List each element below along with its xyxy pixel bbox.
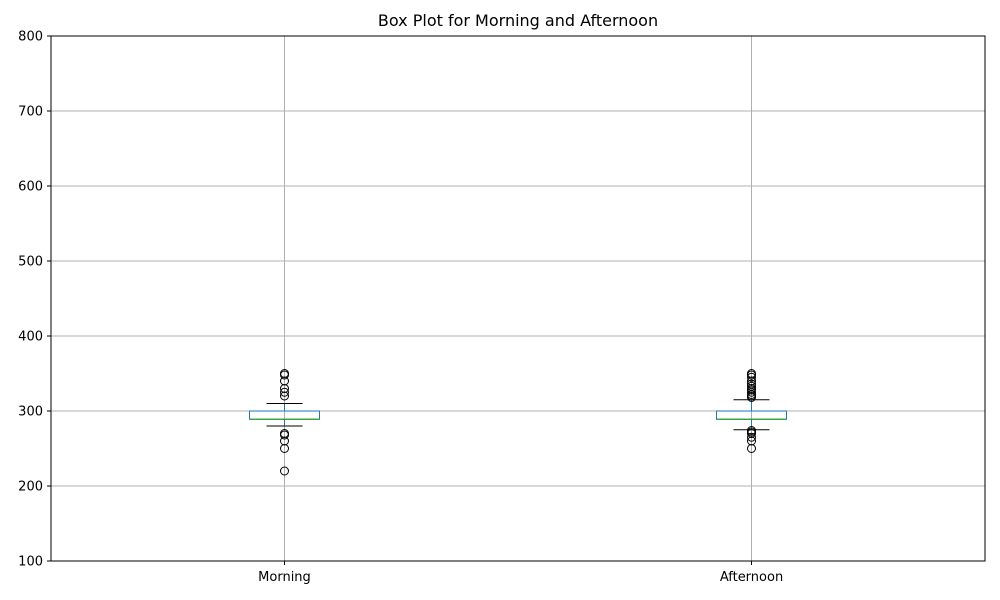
outlier-point <box>747 369 756 378</box>
outlier-point <box>747 379 756 389</box>
x-tick-label: Morning <box>258 570 311 585</box>
y-tick-label: 700 <box>18 105 43 120</box>
boxes <box>249 369 787 476</box>
x-tick-label: Afternoon <box>720 570 783 585</box>
y-axis-ticks: 100 200 300 400 500 600 700 800 <box>18 30 51 570</box>
chart-title: Box Plot for Morning and Afternoon <box>377 11 659 30</box>
x-axis-ticks: Morning Afternoon <box>258 561 783 585</box>
y-tick-label: 600 <box>18 180 43 195</box>
box-afternoon <box>716 369 787 453</box>
outlier-point <box>747 432 756 442</box>
y-tick-label: 400 <box>18 330 43 345</box>
outlier-point <box>747 426 756 435</box>
outlier-point <box>280 466 289 476</box>
y-tick-label: 200 <box>18 480 43 495</box>
y-tick-label: 300 <box>18 405 43 420</box>
y-tick-label: 100 <box>18 555 43 570</box>
outlier-point <box>280 369 289 378</box>
plot-frame <box>50 35 986 562</box>
outlier-point <box>747 372 756 382</box>
y-tick-label: 800 <box>18 30 43 45</box>
grid <box>51 35 985 562</box>
outlier-point <box>280 387 289 397</box>
outlier-point <box>280 429 289 438</box>
y-tick-label: 500 <box>18 255 43 270</box>
box-morning <box>249 369 320 476</box>
outlier-point <box>747 381 756 391</box>
